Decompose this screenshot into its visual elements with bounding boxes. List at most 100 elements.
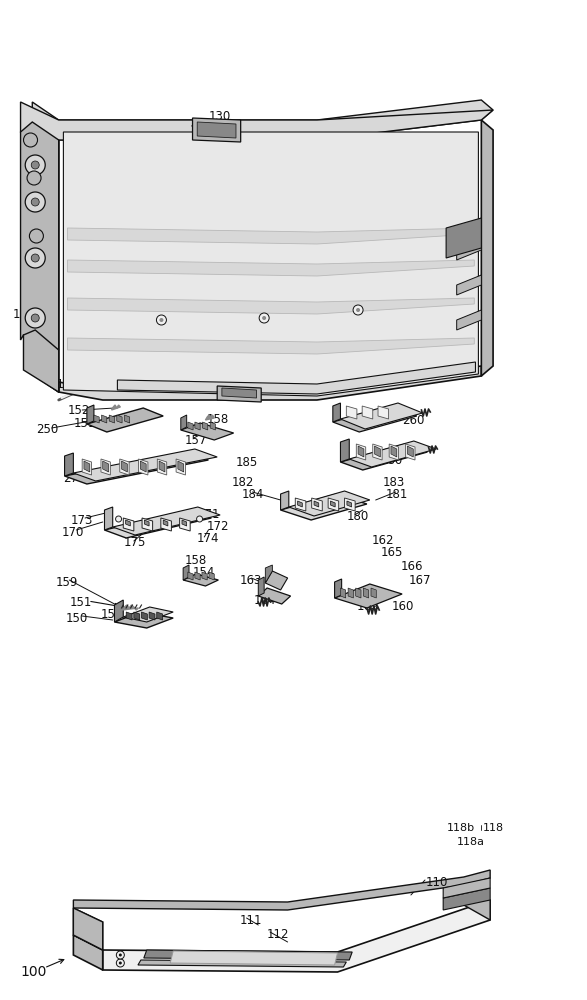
Text: 140: 140 (13, 308, 35, 320)
Circle shape (31, 198, 39, 206)
Polygon shape (68, 260, 474, 276)
Polygon shape (202, 572, 207, 580)
Polygon shape (104, 507, 113, 530)
Circle shape (25, 155, 45, 175)
Polygon shape (87, 408, 163, 432)
Text: 132: 132 (372, 320, 394, 334)
Polygon shape (281, 494, 367, 520)
Polygon shape (193, 118, 241, 142)
Polygon shape (32, 100, 493, 140)
Polygon shape (457, 275, 481, 295)
Text: 181: 181 (386, 488, 408, 500)
Circle shape (353, 305, 363, 315)
Circle shape (25, 248, 45, 268)
Text: 114: 114 (303, 344, 325, 357)
Polygon shape (141, 612, 147, 620)
Polygon shape (117, 362, 475, 394)
Polygon shape (265, 571, 288, 590)
Text: 163: 163 (239, 573, 262, 586)
Polygon shape (457, 240, 481, 260)
Polygon shape (363, 588, 369, 598)
Text: 174: 174 (197, 532, 219, 546)
Polygon shape (176, 459, 185, 475)
Circle shape (25, 308, 45, 328)
Polygon shape (65, 453, 73, 476)
Polygon shape (140, 461, 146, 472)
Polygon shape (65, 452, 208, 484)
Polygon shape (68, 338, 474, 354)
Circle shape (31, 254, 39, 262)
Text: 111: 111 (239, 914, 262, 927)
Polygon shape (446, 218, 481, 258)
Circle shape (160, 318, 163, 322)
Polygon shape (84, 461, 90, 472)
Polygon shape (23, 330, 59, 392)
Text: 173: 173 (70, 514, 93, 526)
Polygon shape (210, 422, 215, 430)
Text: 116a: 116a (404, 252, 431, 262)
Text: 118a: 118a (457, 837, 485, 847)
Polygon shape (161, 518, 171, 531)
Polygon shape (114, 600, 123, 622)
Polygon shape (94, 415, 99, 423)
Text: 152: 152 (101, 607, 123, 620)
Polygon shape (295, 498, 306, 511)
Text: 160: 160 (392, 600, 414, 613)
Circle shape (116, 951, 124, 959)
Polygon shape (68, 298, 474, 314)
Polygon shape (407, 446, 413, 457)
Polygon shape (378, 406, 389, 419)
Polygon shape (32, 122, 59, 392)
Text: 170: 170 (62, 526, 84, 538)
Circle shape (119, 962, 122, 964)
Text: 164: 164 (254, 593, 276, 606)
Polygon shape (349, 441, 436, 467)
Polygon shape (182, 520, 187, 526)
Polygon shape (335, 584, 402, 608)
Polygon shape (457, 310, 481, 330)
Polygon shape (195, 422, 200, 430)
Polygon shape (73, 908, 103, 950)
Polygon shape (348, 588, 353, 598)
Polygon shape (375, 446, 380, 457)
Polygon shape (340, 403, 423, 429)
Polygon shape (340, 439, 349, 462)
Circle shape (197, 516, 203, 522)
Polygon shape (205, 415, 214, 420)
Polygon shape (163, 520, 168, 526)
Polygon shape (346, 406, 357, 419)
Text: 112: 112 (267, 928, 289, 941)
Text: 280: 280 (380, 454, 402, 466)
Polygon shape (73, 449, 217, 481)
Polygon shape (335, 579, 342, 598)
Polygon shape (101, 459, 110, 475)
Polygon shape (340, 588, 346, 598)
Text: 158: 158 (207, 413, 229, 426)
Circle shape (116, 959, 124, 967)
Polygon shape (298, 501, 302, 507)
Polygon shape (126, 612, 132, 620)
Text: 169: 169 (357, 600, 379, 613)
Text: 130: 130 (209, 110, 231, 123)
Polygon shape (314, 501, 319, 507)
Circle shape (29, 229, 43, 243)
Polygon shape (82, 459, 92, 475)
Polygon shape (113, 507, 220, 535)
Text: 158: 158 (185, 554, 207, 566)
Polygon shape (347, 501, 352, 507)
Circle shape (23, 133, 38, 147)
Polygon shape (183, 565, 189, 580)
Polygon shape (333, 403, 340, 422)
Polygon shape (289, 491, 370, 516)
Text: 111: 111 (225, 138, 247, 151)
Text: 118: 118 (190, 123, 212, 136)
Polygon shape (197, 122, 236, 138)
Circle shape (119, 954, 122, 956)
Text: 172: 172 (207, 520, 229, 532)
Text: 184: 184 (242, 488, 264, 500)
Text: 130: 130 (224, 389, 247, 402)
Text: 157: 157 (184, 434, 207, 446)
Polygon shape (345, 498, 355, 511)
Polygon shape (371, 588, 376, 598)
Polygon shape (188, 572, 193, 580)
